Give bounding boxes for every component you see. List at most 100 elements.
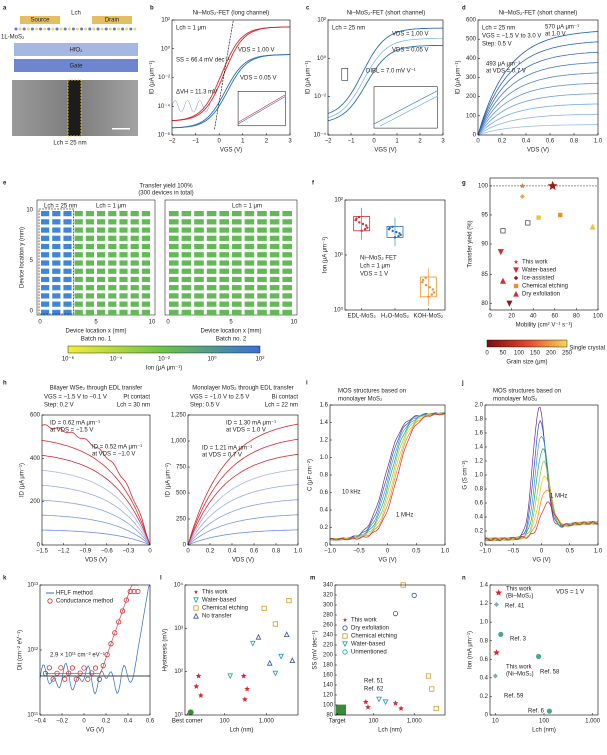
marker — [536, 653, 542, 660]
device — [219, 211, 229, 217]
y-tick-label: 0.6 — [480, 657, 489, 663]
x-axis-label: VG (V) — [532, 558, 550, 564]
marker — [364, 224, 368, 227]
device — [97, 243, 106, 250]
marker — [525, 220, 531, 226]
device — [85, 219, 94, 225]
curve — [41, 499, 151, 546]
annotation: VDS = 0.05 V — [392, 48, 429, 54]
device — [232, 309, 242, 315]
device — [74, 235, 83, 241]
x-tick-label: 1.0 — [594, 139, 603, 145]
device — [52, 235, 61, 241]
x-tick-label: 0 — [386, 549, 390, 555]
zoom-box — [341, 68, 349, 81]
source-contact — [20, 16, 60, 24]
y-tick-label: 0.6 — [320, 490, 329, 496]
device — [257, 252, 267, 258]
device — [194, 235, 204, 241]
marker — [127, 588, 133, 595]
marker — [342, 641, 348, 648]
device — [52, 260, 61, 266]
device — [219, 227, 229, 233]
device — [130, 252, 139, 258]
device — [97, 227, 106, 233]
device — [219, 301, 229, 307]
marker — [193, 589, 199, 594]
device — [206, 260, 217, 266]
annotation: Lch = 1 μm — [96, 204, 126, 210]
marker — [272, 621, 279, 627]
curve — [477, 93, 598, 136]
x-tick-label: 0.4 — [522, 139, 531, 145]
device — [181, 260, 192, 266]
x-axis-label: Device location x (mm) — [200, 329, 261, 335]
y-tick-label: 10¹² — [27, 648, 38, 654]
curve — [477, 124, 598, 136]
y-tick-label: 200 — [323, 653, 334, 659]
device — [269, 252, 280, 258]
y-tick-label: 80 — [481, 301, 488, 307]
device — [41, 227, 50, 233]
marker — [112, 630, 118, 636]
device — [269, 227, 280, 233]
device — [108, 211, 117, 217]
x-tick-label: 100 — [220, 719, 231, 725]
device — [244, 227, 255, 233]
annotation: at VDS = −1.5 V — [50, 428, 93, 434]
y-tick-label: 320 — [323, 593, 334, 599]
gate-layer — [14, 59, 138, 72]
device — [108, 235, 117, 241]
device — [194, 285, 204, 291]
y-tick-label: 0 — [183, 543, 187, 549]
marker — [261, 605, 267, 612]
marker — [342, 633, 348, 639]
device — [85, 235, 94, 241]
device — [63, 235, 72, 241]
annotation: Ref. 59 — [504, 694, 524, 700]
device — [219, 293, 229, 299]
x-tick-label: 0.6 — [250, 549, 259, 555]
device — [181, 301, 192, 307]
atom — [22, 27, 26, 31]
curve — [477, 72, 599, 136]
device — [74, 309, 83, 315]
device — [244, 235, 255, 241]
panel-label: c — [306, 6, 310, 12]
panel-title: Transfer yield 100% — [139, 184, 193, 190]
device — [206, 293, 217, 299]
device — [181, 309, 192, 315]
curve — [484, 475, 599, 542]
atom — [43, 27, 47, 31]
atom — [121, 27, 125, 31]
curve — [477, 113, 598, 136]
x-tick-label: −2 — [325, 139, 333, 145]
device — [108, 219, 117, 225]
x-tick-label: 3 — [288, 139, 292, 145]
annotation: Lch = 1 μm — [176, 26, 206, 32]
annotation: Ref. 6 — [528, 709, 545, 715]
annotation: 1 MHz — [396, 513, 413, 519]
atom — [104, 27, 108, 31]
device — [282, 309, 292, 315]
device — [108, 276, 117, 283]
device — [97, 301, 106, 307]
device — [194, 293, 204, 299]
device — [282, 211, 292, 217]
device — [130, 243, 139, 250]
x-axis-label: Mobility (cm² V⁻¹ s⁻¹) — [516, 323, 573, 329]
panel-title: MOS structures based on — [338, 389, 406, 395]
marker — [519, 182, 526, 189]
marker — [424, 276, 427, 279]
annotation: Lch = 25 nm — [44, 204, 77, 210]
device — [74, 227, 83, 233]
annotation: Bi contact — [272, 395, 299, 401]
device — [181, 227, 192, 233]
legend-label: Water-based — [202, 598, 236, 604]
target-zone — [336, 704, 346, 715]
x-tick-label: 10 — [492, 719, 499, 725]
marker — [398, 705, 404, 711]
curve — [484, 501, 599, 542]
device — [119, 309, 128, 315]
device — [141, 268, 150, 274]
